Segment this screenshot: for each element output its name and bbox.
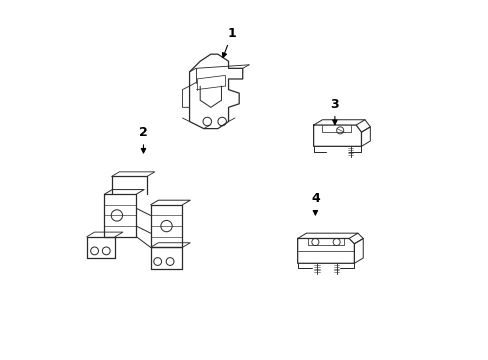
- Text: 4: 4: [310, 192, 319, 215]
- Text: 1: 1: [222, 27, 236, 58]
- Text: 2: 2: [139, 126, 147, 153]
- Text: 3: 3: [330, 98, 339, 125]
